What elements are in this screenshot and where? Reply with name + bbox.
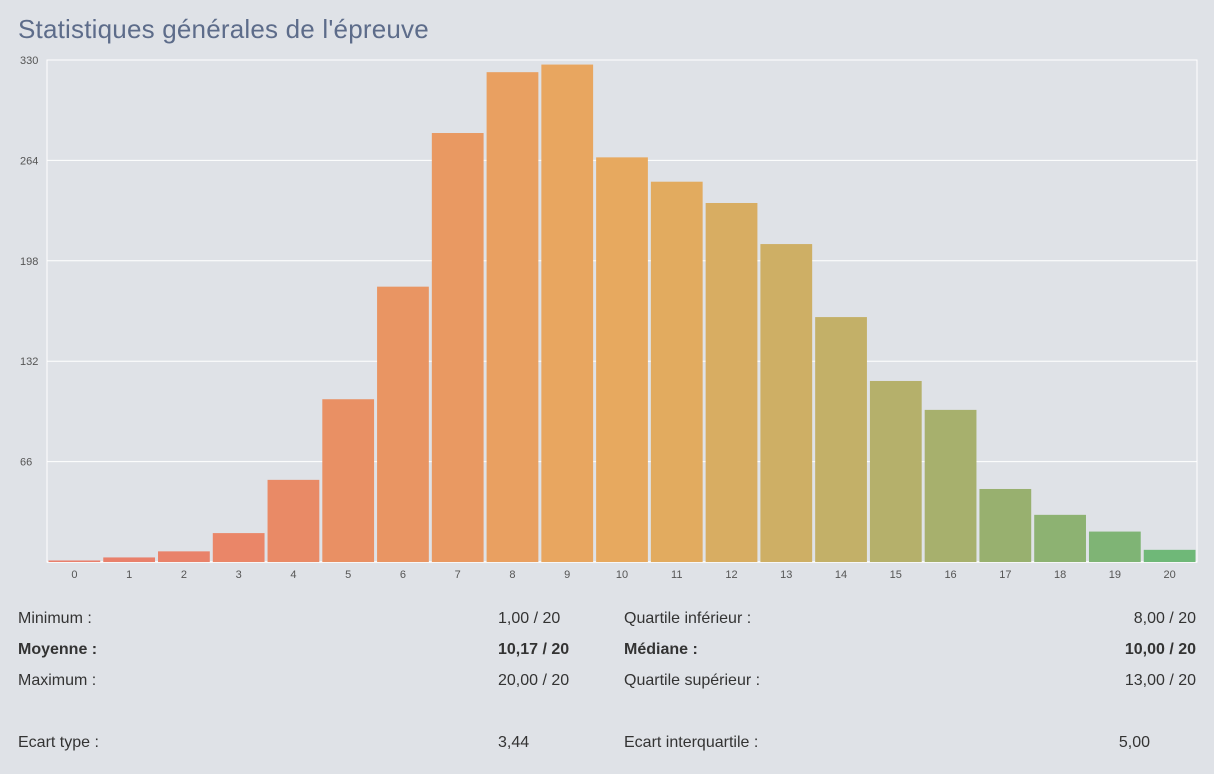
- x-tick-label: 16: [944, 569, 956, 581]
- bar-4[interactable]: [267, 479, 320, 562]
- bar-5[interactable]: [322, 399, 375, 562]
- max-label: Maximum :: [18, 672, 97, 689]
- bar-8[interactable]: [486, 72, 539, 562]
- y-tick-label: 66: [20, 457, 32, 469]
- y-tick-label: 132: [20, 356, 38, 368]
- x-tick-label: 20: [1163, 569, 1175, 581]
- bar-1[interactable]: [103, 557, 156, 562]
- min-label: Minimum :: [18, 610, 92, 627]
- q1-label: Quartile inférieur :: [624, 610, 752, 627]
- bar-19[interactable]: [1088, 531, 1141, 562]
- x-tick-label: 19: [1109, 569, 1121, 581]
- x-tick-label: 14: [835, 569, 847, 581]
- y-tick-label: 330: [20, 55, 38, 67]
- iqr-value: 5,00: [1118, 734, 1150, 751]
- bar-6[interactable]: [377, 286, 429, 562]
- bar-17[interactable]: [979, 488, 1032, 562]
- x-tick-label: 2: [181, 569, 187, 581]
- y-axis-ticks: 66 132 198 264 330: [20, 55, 38, 469]
- x-tick-label: 17: [999, 569, 1011, 581]
- bar-7[interactable]: [431, 133, 484, 562]
- bar-14[interactable]: [815, 317, 867, 562]
- bar-2[interactable]: [158, 551, 210, 562]
- bar-16[interactable]: [924, 409, 977, 562]
- x-axis-ticks: 0 1 2 3 4 5 6 7 8 9 10 11 12 13 14 15 16 17 18 19 20: [71, 569, 1175, 581]
- x-tick-label: 15: [890, 569, 902, 581]
- median-value: 10,00 / 20: [1124, 641, 1196, 658]
- std-value: 3,44: [498, 734, 530, 751]
- min-value: 1,00 / 20: [498, 610, 561, 627]
- bar-9[interactable]: [541, 64, 594, 563]
- iqr-label: Ecart interquartile :: [624, 734, 759, 751]
- bar-12[interactable]: [705, 202, 758, 562]
- stats-row-max-q3: Maximum : 20,00 / 20 Quartile supérieur …: [18, 672, 1198, 694]
- q3-label: Quartile supérieur :: [624, 672, 761, 689]
- x-tick-label: 13: [780, 569, 792, 581]
- std-label: Ecart type :: [18, 734, 99, 751]
- y-tick-label: 198: [20, 256, 38, 268]
- q1-value: 8,00 / 20: [1133, 610, 1196, 627]
- bar-3[interactable]: [212, 533, 265, 562]
- mean-value: 10,17 / 20: [498, 641, 570, 658]
- bar-20[interactable]: [1143, 549, 1196, 562]
- x-tick-label: 12: [725, 569, 737, 581]
- stats-row-std-iqr: Ecart type : 3,44 Ecart interquartile : …: [18, 734, 1198, 756]
- median-label: Médiane :: [624, 641, 698, 658]
- x-tick-label: 5: [345, 569, 351, 581]
- max-value: 20,00 / 20: [498, 672, 570, 689]
- x-tick-label: 1: [126, 569, 132, 581]
- x-tick-label: 3: [236, 569, 242, 581]
- x-tick-label: 0: [71, 569, 77, 581]
- x-tick-label: 9: [564, 569, 570, 581]
- bar-15[interactable]: [869, 380, 922, 562]
- bar-11[interactable]: [650, 181, 703, 563]
- x-tick-label: 11: [671, 569, 682, 581]
- x-tick-label: 6: [400, 569, 406, 581]
- bar-18[interactable]: [1034, 514, 1086, 562]
- bar-13[interactable]: [760, 244, 813, 563]
- q3-value: 13,00 / 20: [1124, 672, 1196, 689]
- x-tick-label: 4: [290, 569, 296, 581]
- bar-0[interactable]: [48, 560, 101, 562]
- chart-bars: [48, 64, 1196, 563]
- x-tick-label: 7: [455, 569, 461, 581]
- stats-row-min-q1: Minimum : 1,00 / 20 Quartile inférieur :…: [18, 610, 1198, 632]
- x-tick-label: 8: [509, 569, 515, 581]
- bar-10[interactable]: [596, 157, 648, 562]
- x-tick-label: 10: [616, 569, 628, 581]
- x-tick-label: 18: [1054, 569, 1066, 581]
- mean-label: Moyenne :: [18, 641, 98, 658]
- page-title: Statistiques générales de l'épreuve: [18, 14, 429, 44]
- stats-row-mean-median: Moyenne : 10,17 / 20 Médiane : 10,00 / 2…: [18, 641, 1198, 663]
- y-tick-label: 264: [20, 155, 38, 167]
